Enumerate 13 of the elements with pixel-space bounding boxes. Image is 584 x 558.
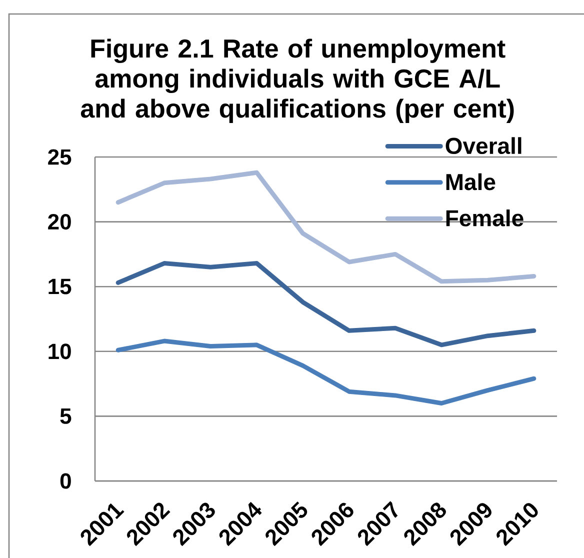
- y-tick-label: 20: [48, 214, 71, 230]
- y-tick-label: 25: [48, 149, 72, 165]
- legend-label: Overall: [446, 137, 522, 154]
- line-series: [116, 170, 536, 284]
- y-tick-label: 0: [60, 473, 71, 489]
- chart-title: Figure 2.1 Rate of unemployment among individuals with GCE A/L and above qualifications (per cent): [80, 38, 514, 123]
- y-tick-label: 5: [60, 408, 72, 424]
- line-series: [116, 261, 536, 348]
- legend-label: Male: [446, 173, 496, 190]
- y-tick-label: 15: [48, 278, 72, 294]
- y-tick-label: 10: [48, 344, 71, 360]
- line-series: [116, 338, 536, 406]
- legend-label: Female: [446, 210, 524, 226]
